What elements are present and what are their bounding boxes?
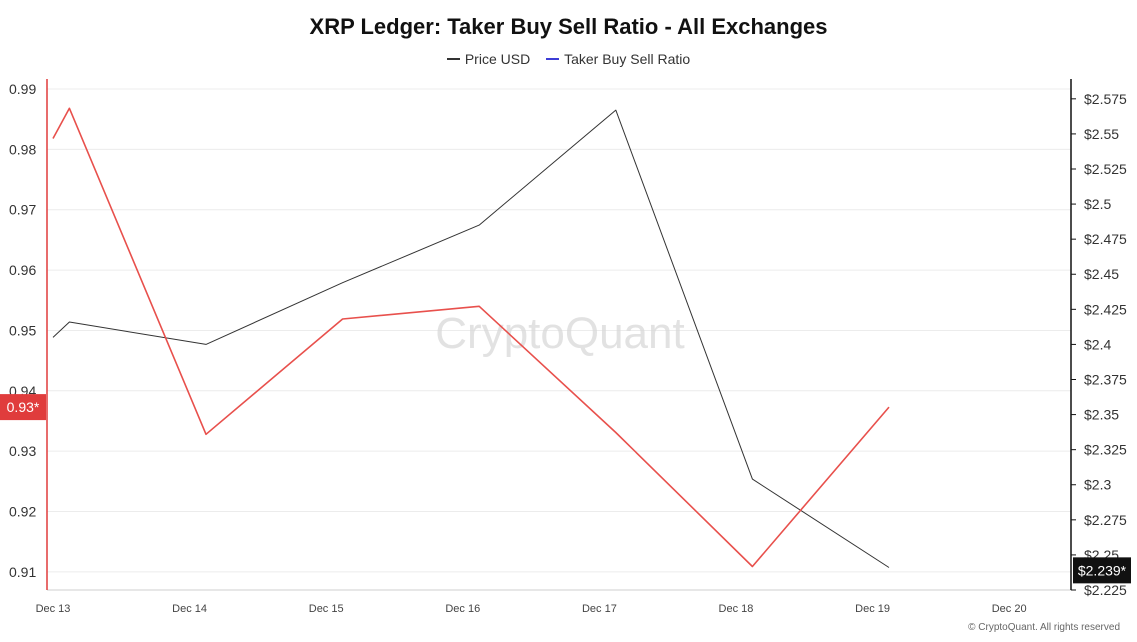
taker-buy-sell-ratio-line <box>52 107 890 568</box>
legend-swatch-price <box>446 58 460 61</box>
x-tick-label: Dec 14 <box>172 603 207 615</box>
left-tick-label: 0.96 <box>9 262 36 278</box>
left-tick-label: 0.93 <box>9 443 36 459</box>
right-tick-label: $2.575 <box>1084 91 1127 107</box>
right-tick-label: $2.275 <box>1084 512 1127 528</box>
x-tick-label: Dec 15 <box>309 603 344 615</box>
x-tick-label: Dec 18 <box>719 603 754 615</box>
right-tick-label: $2.45 <box>1084 266 1119 282</box>
right-tick-label: $2.35 <box>1084 407 1119 423</box>
left-tick-label: 0.97 <box>9 202 36 218</box>
right-tick-label: $2.475 <box>1084 231 1127 247</box>
legend-item-ratio[interactable]: Taker Buy Sell Ratio <box>546 51 690 67</box>
left-tick-label: 0.98 <box>9 141 36 157</box>
left-tick-label: 0.92 <box>9 504 36 520</box>
legend-label-price: Price USD <box>464 51 531 67</box>
legend-swatch-ratio <box>546 58 560 61</box>
price-usd-line <box>52 109 890 568</box>
right-tick-label: $2.5 <box>1084 196 1111 212</box>
right-current-value-label: $2.239* <box>1078 562 1127 578</box>
legend-label-ratio: Taker Buy Sell Ratio <box>564 51 691 67</box>
right-current-value-badge <box>1073 557 1131 584</box>
right-tick-label: $2.55 <box>1084 126 1119 142</box>
right-tick-label: $2.225 <box>1084 582 1127 598</box>
x-tick-label: Dec 17 <box>582 603 617 615</box>
legend-item-price[interactable]: Price USD <box>446 51 531 67</box>
right-tick-label: $2.375 <box>1084 371 1127 387</box>
x-tick-label: Dec 20 <box>992 603 1027 615</box>
x-tick-label: Dec 13 <box>36 603 71 615</box>
left-current-value-badge <box>0 394 46 421</box>
right-tick-label: $2.325 <box>1084 442 1127 458</box>
x-tick-label: Dec 19 <box>855 603 890 615</box>
x-tick-label: Dec 16 <box>445 603 480 615</box>
right-tick-label: $2.425 <box>1084 301 1127 317</box>
right-tick-label: $2.4 <box>1084 336 1111 352</box>
left-tick-label: 0.99 <box>9 81 36 97</box>
right-tick-label: $2.3 <box>1084 477 1111 493</box>
chart-title: XRP Ledger: Taker Buy Sell Ratio - All E… <box>309 14 828 39</box>
chart-legend: Price USD Taker Buy Sell Ratio <box>0 51 1137 67</box>
left-current-value-label: 0.93* <box>7 399 40 415</box>
right-tick-label: $2.525 <box>1084 161 1127 177</box>
copyright-footer: © CryptoQuant. All rights reserved <box>968 622 1120 633</box>
left-tick-label: 0.91 <box>9 564 36 580</box>
watermark: CryptoQuant <box>435 309 684 358</box>
left-tick-label: 0.95 <box>9 322 36 338</box>
